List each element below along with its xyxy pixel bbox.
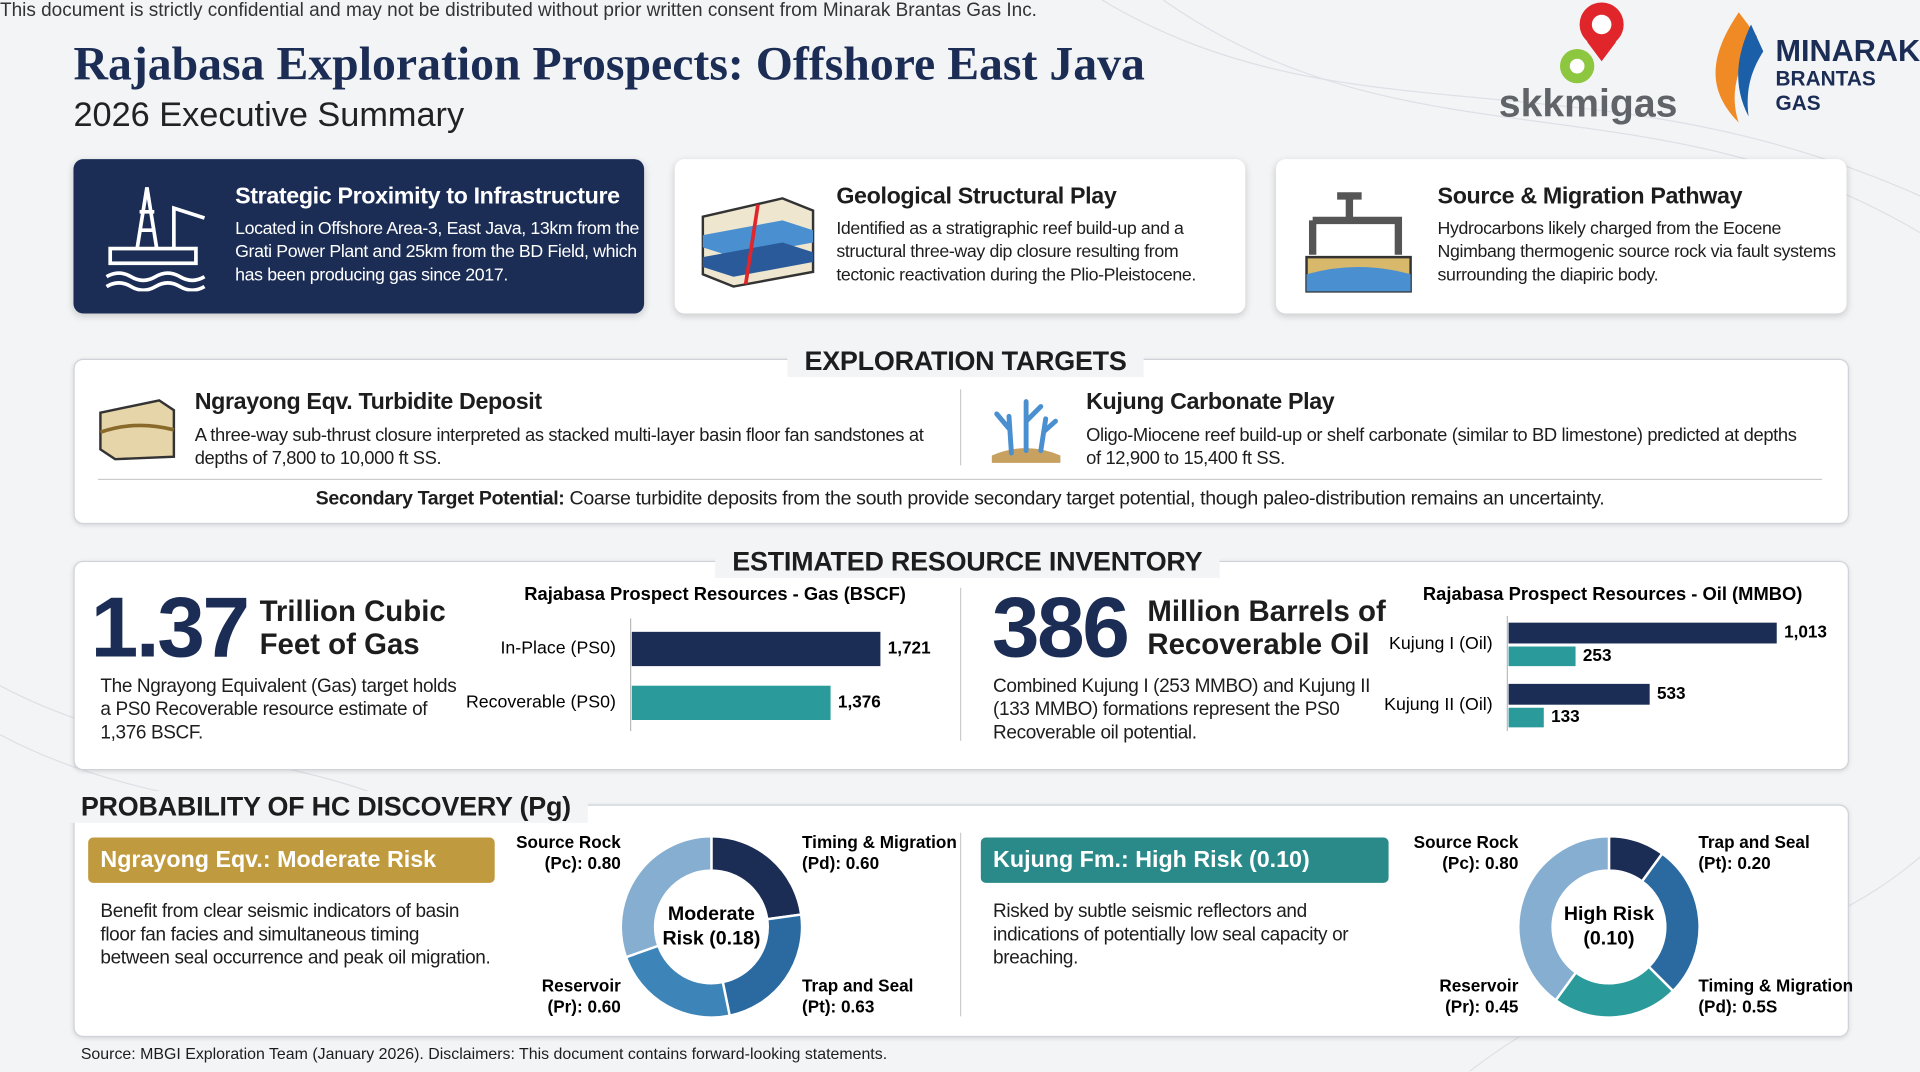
card-title: Source & Migration Pathway <box>1437 183 1743 210</box>
donut-center: High Risk <box>1564 903 1654 925</box>
segment-name: Trap and Seal <box>1698 832 1809 852</box>
category-label: Kujung II (Oil) <box>1384 694 1493 714</box>
risk-badge: Ngrayong Eqv.: Moderate Risk (0.18) <box>88 837 495 918</box>
segment-label: (Pc): 0.80 <box>1442 853 1518 873</box>
logo-brantas: BRANTAS GAS <box>1775 67 1876 116</box>
bar <box>631 631 881 667</box>
bar <box>1508 707 1544 728</box>
bar <box>1508 622 1777 644</box>
card-text: Located in Offshore Area-3, East Java, 1… <box>235 219 640 286</box>
unit-line: Trillion Cubic <box>259 595 446 629</box>
target-title: Ngrayong Eqv. Turbidite Deposit <box>194 389 542 416</box>
segment-name: Timing & Migration <box>1698 975 1853 995</box>
card-text: Hydrocarbons likely charged from the Eoc… <box>1437 219 1836 286</box>
icon-turbidite <box>99 399 176 461</box>
card-title: Strategic Proximity to Infrastructure <box>235 183 620 210</box>
segment-label: (Pd): 0.5S <box>1698 996 1777 1016</box>
divider <box>960 587 962 741</box>
secondary-text: Coarse turbidite deposits from the south… <box>569 488 1605 510</box>
donut-center: Risk (0.18) <box>662 927 760 949</box>
bar <box>1508 683 1650 705</box>
value-label: 133 <box>1551 706 1580 726</box>
targets-panel <box>73 358 1849 525</box>
card-title: Geological Structural Play <box>836 183 1117 210</box>
donut-center: Moderate <box>668 903 755 925</box>
unit-line: Feet of Gas <box>259 628 420 662</box>
value-label: 533 <box>1657 683 1686 703</box>
secondary-label: Secondary Target Potential: <box>315 488 565 510</box>
logo-graphics <box>1560 2 1764 123</box>
section-heading: ESTIMATED RESOURCE INVENTORY <box>715 546 1220 578</box>
donut-segment <box>624 944 732 1019</box>
icon-layers <box>701 197 815 288</box>
section-heading: EXPLORATION TARGETS <box>787 345 1144 378</box>
category-label: In-Place (PS0) <box>500 638 615 658</box>
segment-label: (Pd): 0.60 <box>802 853 879 873</box>
card: Strategic Proximity to Infrastructure Lo… <box>73 159 645 314</box>
divider <box>960 832 962 1017</box>
footer: Source: MBGI Exploration Team (January 2… <box>80 1044 888 1063</box>
section-heading: PROBABILITY OF HC DISCOVERY (Pg) <box>63 791 589 823</box>
risk-text: Benefit from clear seismic indicators of… <box>100 901 491 969</box>
bar <box>1508 646 1576 667</box>
oil-text: Combined Kujung I (253 MMBO) and Kujung … <box>993 675 1371 744</box>
chart-title: Rajabasa Prospect Resources - Gas (BSCF) <box>524 583 906 604</box>
segment-label: (Pr): 0.60 <box>548 996 621 1016</box>
subtitle: 2026 Executive Summary <box>73 95 465 134</box>
title: Rajabasa Exploration Prospects: Offshore… <box>73 37 1145 91</box>
segment-label: (Pc): 0.80 <box>545 853 621 873</box>
segment-name: Timing & Migration <box>802 832 957 852</box>
value-label: 1,013 <box>1784 622 1827 642</box>
donut-center: (0.10) <box>1583 927 1634 949</box>
donut-segment <box>619 835 713 959</box>
segment-name: Source Rock <box>1414 832 1519 852</box>
card-text: Identified as a stratigraphic reef build… <box>836 219 1196 286</box>
card: Source & Migration Pathway Hydrocarbons … <box>1275 159 1847 314</box>
value-label: 253 <box>1583 645 1612 665</box>
target-text: A three-way sub-thrust closure interpret… <box>194 424 924 469</box>
unit-line: Recoverable Oil <box>1147 628 1370 662</box>
segment-name: Reservoir <box>1439 975 1518 995</box>
target-title: Kujung Carbonate Play <box>1086 389 1335 416</box>
segment-name: Source Rock <box>516 832 621 852</box>
target-text: Oligo-Miocene reef build-up or shelf car… <box>1086 424 1797 469</box>
unit-line: Million Barrels of <box>1147 595 1386 629</box>
bar <box>631 685 831 721</box>
segment-label: (Pt): 0.63 <box>802 996 874 1016</box>
segment-label: (Pr): 0.45 <box>1445 996 1519 1016</box>
confidential-note: This document is strictly confidential a… <box>0 0 1037 21</box>
gas-stat: 1.37 <box>90 579 250 675</box>
card: Geological Structural Play Identified as… <box>674 159 1246 314</box>
icon-coral <box>991 399 1061 463</box>
value-label: 1,721 <box>888 638 931 658</box>
risk-badge: Kujung Fm.: High Risk (0.10) <box>980 837 1389 883</box>
chart-title: Rajabasa Prospect Resources - Oil (MMBO) <box>1423 583 1803 604</box>
segment-label: (Pt): 0.20 <box>1698 853 1770 873</box>
segment-name: Reservoir <box>542 975 621 995</box>
donut-segment <box>1517 835 1611 1002</box>
divider <box>97 478 1823 481</box>
category-label: Recoverable (PS0) <box>466 692 616 712</box>
icon-pipe <box>1305 192 1412 293</box>
value-label: 1,376 <box>838 691 881 711</box>
logo-skkmigas: skkmigas <box>1498 80 1678 125</box>
segment-name: Trap and Seal <box>802 975 913 995</box>
category-label: Kujung I (Oil) <box>1389 633 1493 653</box>
secondary-target: Secondary Target Potential: Coarse turbi… <box>0 487 1920 510</box>
gas-text: The Ngrayong Equivalent (Gas) target hol… <box>100 675 457 744</box>
risk-text: Risked by subtle seismic reflectors and … <box>993 901 1349 969</box>
gas-unit: Trillion Cubic Feet of Gas <box>260 595 446 661</box>
divider <box>960 389 962 466</box>
icon-rig <box>105 187 206 292</box>
oil-stat: 386 <box>991 579 1130 675</box>
logo-minarak: MINARAK <box>1775 34 1920 69</box>
oil-unit: Million Barrels of Recoverable Oil <box>1147 595 1385 661</box>
